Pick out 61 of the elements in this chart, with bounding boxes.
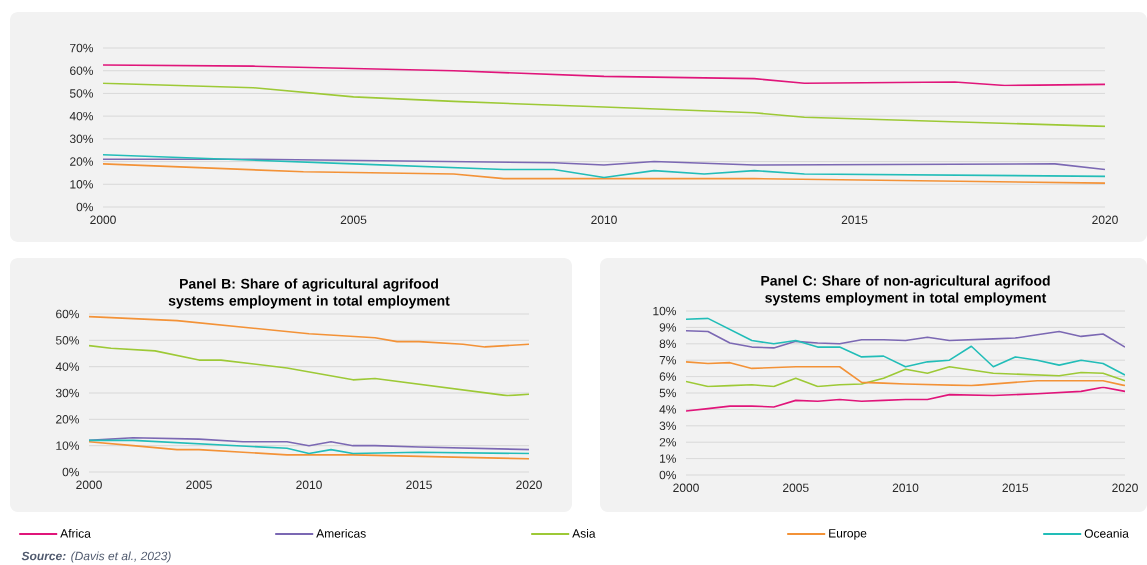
line-series: [686, 329, 1126, 349]
y-tick-label: 30%: [55, 388, 80, 398]
x-tick-label: 2010: [296, 480, 322, 490]
line-series: [89, 436, 530, 451]
y-tick-label: 60%: [56, 309, 80, 319]
y-tick-label: 0%: [62, 467, 80, 477]
text: Source: (Davis et al., 2023): [21, 551, 171, 563]
x-tick-label: 2000: [90, 215, 116, 225]
y-tick-label: 0%: [659, 470, 677, 480]
legend-label: Europe: [829, 529, 867, 540]
line-series: [103, 158, 1105, 171]
legend-label: Americas: [316, 528, 366, 538]
y-tick-label: 10%: [70, 180, 94, 189]
line-series: [89, 315, 530, 348]
line-series: [89, 440, 530, 460]
chart-title: Panel C: Share of non-agricultural agrifood systems employment in total employment: [761, 275, 1050, 306]
y-tick-label: 10%: [653, 306, 677, 316]
y-tick-label: 6%: [659, 372, 677, 381]
line-series: [89, 439, 530, 455]
x-tick-label: 2020: [516, 480, 542, 490]
y-tick-label: 5%: [659, 388, 677, 398]
y-tick-label: 60%: [70, 66, 94, 75]
x-tick-label: 2005: [340, 215, 367, 225]
y-tick-label: 30%: [69, 134, 94, 144]
line-series: [686, 317, 1126, 376]
x-tick-label: 2005: [186, 480, 212, 490]
line-series: [686, 386, 1126, 412]
x-tick-label: 2010: [591, 215, 617, 225]
x-tick-label: 2000: [673, 483, 699, 493]
x-tick-label: 2020: [1112, 483, 1138, 493]
y-tick-label: 10%: [56, 441, 80, 450]
y-tick-label: 20%: [56, 415, 80, 424]
x-tick-label: 2015: [841, 215, 868, 225]
line-series: [103, 153, 1105, 179]
line-series: [89, 344, 530, 397]
legend-label: Africa: [60, 528, 91, 538]
y-tick-label: 1%: [660, 454, 677, 463]
y-tick-label: 4%: [659, 405, 677, 414]
y-tick-label: 0%: [76, 202, 94, 212]
x-tick-label: 2000: [76, 480, 102, 490]
line-series: [103, 64, 1105, 87]
y-tick-label: 7%: [659, 356, 677, 365]
x-tick-label: 2015: [1002, 483, 1029, 493]
y-tick-label: 40%: [55, 362, 80, 371]
legend-label: Oceania: [1084, 528, 1129, 538]
line-series: [103, 82, 1105, 128]
x-tick-label: 2020: [1092, 215, 1118, 225]
y-tick-label: 50%: [69, 89, 94, 98]
x-tick-label: 2015: [406, 480, 432, 490]
y-tick-label: 3%: [659, 421, 677, 431]
y-tick-label: 40%: [69, 111, 94, 121]
y-tick-label: 8%: [659, 339, 677, 349]
y-tick-label: 2%: [659, 437, 677, 447]
legend-label: Asia: [572, 528, 596, 538]
y-tick-label: 9%: [659, 323, 677, 332]
x-tick-label: 2010: [892, 483, 919, 493]
y-tick-label: 50%: [55, 336, 80, 345]
chart-title: Panel B: Share of agricultural agrifood systems employment in total employment: [168, 278, 450, 309]
x-tick-label: 2005: [783, 483, 809, 493]
y-tick-label: 20%: [70, 157, 94, 166]
y-tick-label: 70%: [70, 43, 94, 53]
